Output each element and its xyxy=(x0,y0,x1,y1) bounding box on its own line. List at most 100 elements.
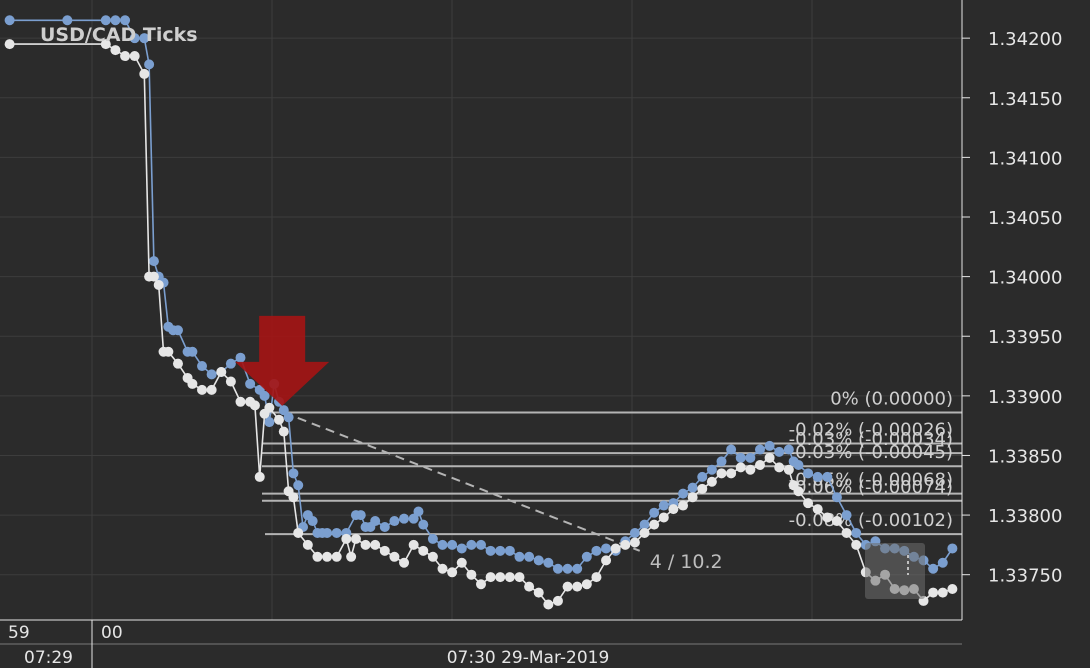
y-tick-label: 1.33850 xyxy=(988,446,1062,467)
series-point-0 xyxy=(172,325,183,336)
series-point-0 xyxy=(851,527,862,538)
series-point-0 xyxy=(552,563,563,574)
time-label-seconds: 59 xyxy=(8,623,30,643)
series-point-0 xyxy=(783,444,794,455)
fib-level-label: -0.02% (-0.00026) xyxy=(789,420,953,441)
series-point-0 xyxy=(524,551,535,562)
series-point-1 xyxy=(764,452,775,463)
series-point-1 xyxy=(418,545,429,556)
series-point-1 xyxy=(851,539,862,550)
series-point-0 xyxy=(649,507,660,518)
series-point-0 xyxy=(307,516,318,527)
series-point-0 xyxy=(278,405,289,416)
fib-level-label: -0.08% (-0.00102) xyxy=(789,510,953,531)
series-point-0 xyxy=(504,545,515,556)
time-label-date: 07:30 29-Mar-2019 xyxy=(447,648,610,668)
series-point-0 xyxy=(678,488,689,499)
trend-line-group: 4 / 10.2 xyxy=(283,411,723,573)
series-point-1 xyxy=(928,587,939,598)
series-point-0 xyxy=(754,444,765,455)
series-point-0 xyxy=(562,563,573,574)
chart-title: USD/CAD Ticks xyxy=(40,24,198,46)
series-point-0 xyxy=(139,33,150,44)
series-point-0 xyxy=(120,15,131,26)
series-point-0 xyxy=(355,510,366,521)
series-point-0 xyxy=(408,513,419,524)
series-point-1 xyxy=(572,581,583,592)
series-point-0 xyxy=(735,452,746,463)
series-point-0 xyxy=(658,500,669,511)
series-point-1 xyxy=(235,396,246,407)
series-point-1 xyxy=(350,533,361,544)
series-point-0 xyxy=(476,539,486,550)
series-point-1 xyxy=(947,584,958,594)
series-point-1 xyxy=(288,492,299,503)
fib-level-label: -0.06% (-0.00074) xyxy=(789,477,953,498)
series-point-0 xyxy=(144,59,155,70)
price-marker xyxy=(865,543,925,599)
series-point-0 xyxy=(581,551,592,562)
series-point-1 xyxy=(476,579,486,590)
series-point-1 xyxy=(937,587,948,598)
series-point-1 xyxy=(4,39,15,50)
series-point-1 xyxy=(153,279,164,290)
series-point-0 xyxy=(937,557,948,568)
series-point-1 xyxy=(841,527,852,538)
y-tick-label: 1.34100 xyxy=(988,148,1062,169)
series-point-1 xyxy=(754,460,765,470)
series-point-1 xyxy=(610,543,621,554)
series-point-0 xyxy=(399,513,410,524)
series-point-1 xyxy=(139,68,150,79)
series-point-0 xyxy=(187,346,198,357)
sell-arrow-shape[interactable] xyxy=(235,315,330,406)
series-point-1 xyxy=(346,551,357,562)
series-point-0 xyxy=(764,440,775,451)
price-marker-box[interactable] xyxy=(865,543,925,599)
series-point-1 xyxy=(552,595,563,606)
series-point-0 xyxy=(485,545,496,556)
series-point-1 xyxy=(485,572,496,583)
series-point-1 xyxy=(447,567,458,578)
series-point-0 xyxy=(331,527,342,538)
trend-line[interactable] xyxy=(283,411,641,552)
series-point-0 xyxy=(4,15,15,26)
price-axis-panel[interactable] xyxy=(962,0,1090,620)
y-tick-label: 1.33750 xyxy=(988,566,1062,587)
series-point-1 xyxy=(197,384,208,395)
series-point-1 xyxy=(427,551,438,562)
series-point-0 xyxy=(841,510,852,521)
series-point-1 xyxy=(803,498,814,509)
series-point-1 xyxy=(172,358,183,369)
series-point-1 xyxy=(774,462,785,473)
series-point-0 xyxy=(601,543,612,554)
series-point-1 xyxy=(456,557,467,568)
y-tick-label: 1.33800 xyxy=(988,506,1062,527)
series-group xyxy=(4,15,958,610)
series-point-1 xyxy=(831,516,842,527)
series-point-1 xyxy=(822,512,833,523)
series-point-1 xyxy=(302,539,313,550)
series-point-1 xyxy=(514,572,525,583)
series-point-0 xyxy=(774,446,785,457)
series-point-1 xyxy=(408,539,419,550)
time-label-seconds-2: 00 xyxy=(101,623,123,643)
series-point-0 xyxy=(706,464,717,475)
series-point-1 xyxy=(249,400,260,411)
series-point-1 xyxy=(100,39,111,50)
series-point-1 xyxy=(206,384,217,395)
series-point-1 xyxy=(735,462,746,473)
series-point-0 xyxy=(288,468,299,479)
series-point-1 xyxy=(163,346,174,357)
series-point-1 xyxy=(601,555,612,566)
series-point-1 xyxy=(524,581,535,592)
series-point-0 xyxy=(197,361,208,372)
series-point-1 xyxy=(254,471,265,482)
series-point-1 xyxy=(216,367,227,377)
series-point-1 xyxy=(466,569,477,580)
series-point-0 xyxy=(245,378,256,389)
series-point-0 xyxy=(437,539,448,550)
series-point-0 xyxy=(225,358,236,369)
series-point-1 xyxy=(370,539,381,550)
